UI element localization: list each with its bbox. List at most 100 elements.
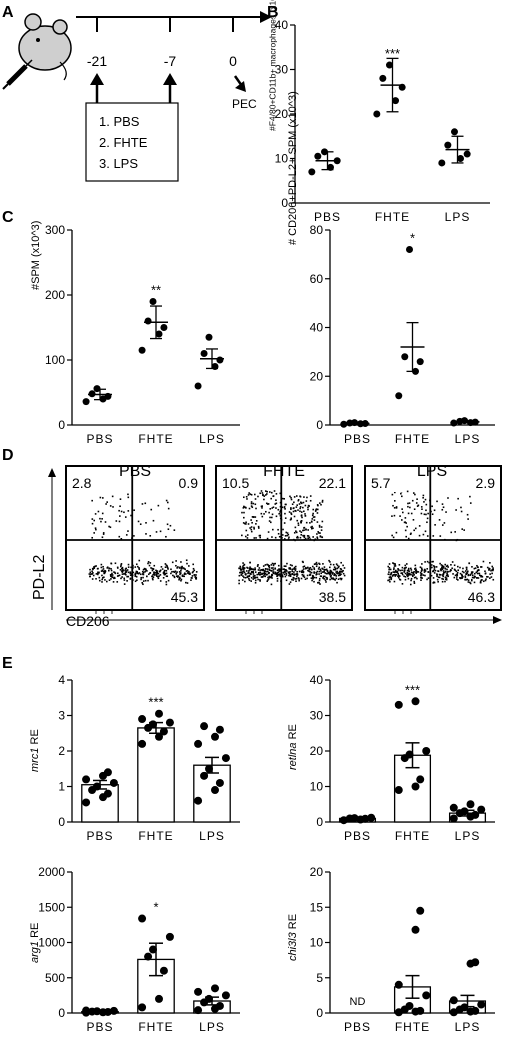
event-dot (285, 531, 288, 534)
event-dot (464, 570, 467, 572)
event-dot (125, 571, 127, 573)
event-dot (92, 574, 95, 577)
event-dot (456, 565, 459, 568)
event-dot (240, 571, 243, 573)
event-dot (142, 571, 145, 574)
event-dot (140, 576, 143, 579)
event-dot (296, 519, 299, 522)
event-dot (132, 566, 134, 569)
event-dot (410, 579, 412, 582)
event-dot (296, 536, 298, 539)
event-dot (457, 497, 459, 500)
event-dot (436, 575, 438, 578)
event-dot (89, 573, 92, 575)
event-dot (423, 568, 426, 571)
event-dot (153, 564, 156, 567)
event-dot (246, 498, 248, 500)
event-dot (337, 566, 340, 569)
event-dot (114, 572, 117, 575)
event-dot (323, 566, 326, 568)
data-point (333, 157, 341, 165)
data-point (93, 385, 101, 393)
event-dot (417, 504, 420, 507)
event-dot (314, 538, 317, 541)
event-dot (91, 522, 94, 525)
event-dot (161, 568, 164, 570)
event-dot (162, 577, 165, 579)
event-dot (89, 571, 92, 574)
event-dot (295, 573, 298, 575)
quadrant-lower-right: 46.3 (468, 589, 495, 605)
event-dot (156, 571, 159, 574)
event-dot (300, 514, 303, 517)
event-dot (491, 565, 494, 568)
label-bg (312, 588, 348, 606)
event-dot (456, 576, 458, 578)
significance-marker: ** (151, 283, 161, 298)
event-dot (137, 520, 140, 523)
event-dot (280, 513, 282, 516)
event-dot (484, 572, 487, 575)
event-dot (153, 574, 156, 576)
event-dot (389, 576, 392, 578)
event-dot (127, 496, 130, 499)
event-dot (323, 578, 325, 580)
event-dot (316, 536, 318, 539)
event-dot (307, 537, 310, 540)
event-dot (186, 582, 189, 584)
event-dot (178, 578, 180, 581)
event-dot (89, 568, 91, 571)
event-dot (393, 567, 395, 569)
event-dot (118, 520, 121, 523)
event-dot (294, 539, 296, 542)
event-dot (243, 511, 245, 514)
event-dot (132, 567, 134, 570)
event-dot (254, 498, 257, 500)
event-dot (443, 522, 446, 524)
event-dot (259, 579, 261, 581)
data-point (449, 803, 458, 812)
event-dot (320, 503, 322, 506)
event-dot (457, 569, 460, 572)
event-dot (455, 570, 458, 573)
data-point (194, 382, 202, 390)
event-dot (243, 567, 246, 569)
event-dot (284, 508, 286, 510)
data-point (82, 398, 90, 406)
event-dot (116, 581, 119, 583)
event-dot (280, 571, 283, 574)
event-dot (420, 572, 423, 575)
event-dot (265, 502, 268, 505)
event-dot (441, 508, 444, 511)
event-dot (433, 565, 435, 567)
event-dot (264, 568, 267, 570)
x-tick-label: LPS (199, 432, 225, 446)
event-dot (176, 576, 179, 578)
event-dot (138, 568, 141, 570)
event-dot (427, 577, 430, 579)
event-dot (251, 568, 253, 570)
event-dot (180, 579, 182, 582)
event-dot (127, 566, 130, 568)
event-dot (408, 572, 411, 575)
event-dot (185, 570, 188, 572)
event-dot (141, 570, 144, 573)
event-dot (444, 563, 446, 566)
event-dot (466, 570, 469, 573)
x-tick-label: LPS (455, 432, 481, 446)
event-dot (254, 503, 257, 506)
event-dot (298, 570, 301, 573)
event-dot (412, 572, 415, 574)
event-dot (150, 567, 152, 569)
event-dot (490, 576, 493, 578)
y-tick-label: 4 (58, 673, 65, 687)
event-dot (405, 535, 408, 538)
event-dot (245, 521, 247, 524)
event-dot (122, 573, 125, 575)
event-dot (421, 568, 423, 571)
event-dot (297, 498, 300, 501)
event-dot (173, 529, 176, 531)
event-dot (147, 562, 149, 565)
event-dot (261, 507, 263, 509)
